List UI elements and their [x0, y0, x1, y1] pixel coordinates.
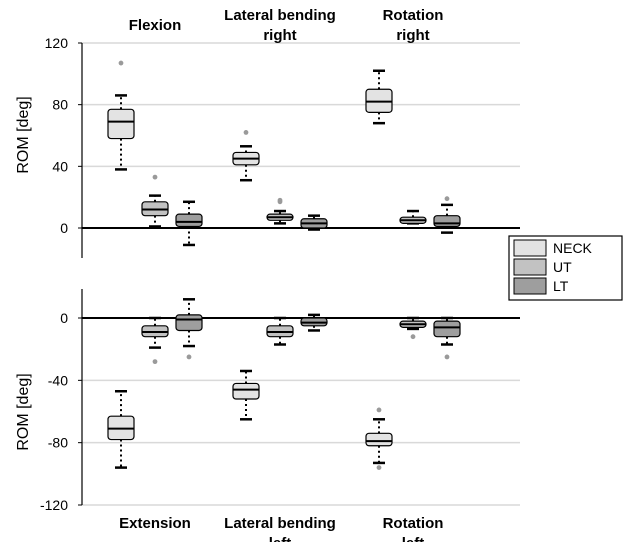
box-lt-2	[433, 196, 461, 234]
box-ut-1	[266, 197, 294, 225]
legend-label: LT	[553, 278, 569, 294]
category-label: Lateral bending right	[224, 7, 336, 44]
y-tick-label: -40	[48, 372, 68, 388]
legend: NECK UT LT	[508, 235, 623, 301]
box-neck-1	[232, 369, 260, 421]
category-label-line: left	[402, 535, 425, 542]
y-tick-label: 0	[60, 220, 68, 236]
category-label-line: right	[263, 27, 296, 44]
category-label-line: Rotation	[383, 515, 444, 532]
box-neck-0	[107, 60, 135, 171]
category-label-line: right	[396, 27, 429, 44]
y-axis-label: ROM [deg]	[15, 96, 32, 173]
box-body	[433, 320, 461, 338]
box-body	[175, 314, 203, 332]
category-label-line: Extension	[119, 515, 191, 532]
y-tick-label: 40	[52, 158, 68, 174]
box-lt-1	[300, 313, 328, 332]
box-body	[365, 432, 393, 447]
y-axis-label: ROM [deg]	[15, 373, 32, 450]
outlier-point	[376, 465, 382, 470]
category-label-line: left	[269, 535, 292, 542]
upper-panel: 0 40 80 120 ROM [deg] Flexion Lateral bending r…	[15, 7, 520, 258]
outlier-point	[444, 354, 450, 360]
y-tick-label: 120	[45, 35, 69, 51]
legend-swatch	[513, 277, 547, 295]
outlier-point	[152, 174, 158, 180]
y-tick-label: -120	[40, 497, 68, 513]
category-label-line: Lateral bending	[224, 515, 336, 532]
legend-swatch	[513, 258, 547, 276]
box-ut-0	[141, 174, 169, 228]
category-label-line: Lateral bending	[224, 7, 336, 24]
box-lt-0	[175, 200, 203, 247]
outlier-point	[118, 60, 124, 66]
box-ut-1	[266, 316, 294, 346]
box-body	[175, 213, 203, 228]
box-body	[232, 382, 260, 400]
box-ut-0	[141, 316, 169, 365]
outlier-point	[444, 196, 450, 202]
box-lt-2	[433, 316, 461, 360]
y-tick-label: -80	[48, 435, 68, 451]
box-neck-2	[365, 407, 393, 470]
legend-label: NECK	[553, 240, 593, 256]
outlier-point	[152, 359, 158, 365]
box-neck-0	[107, 389, 135, 469]
category-label: Flexion	[129, 17, 182, 34]
category-label: Rotation left	[383, 515, 444, 542]
box-ut-2	[399, 316, 427, 340]
box-lt-1	[300, 214, 328, 231]
box-neck-2	[365, 69, 393, 125]
y-tick-label: 0	[60, 310, 68, 326]
category-label: Extension	[119, 515, 191, 532]
box-lt-0	[175, 298, 203, 360]
outlier-point	[410, 334, 416, 340]
box-body	[107, 108, 135, 140]
box-body	[433, 215, 461, 228]
box-ut-2	[399, 209, 427, 225]
category-label-line: Rotation	[383, 7, 444, 24]
outlier-point	[277, 197, 283, 203]
outlier-point	[186, 354, 192, 360]
outlier-point	[376, 407, 382, 413]
box-neck-1	[232, 130, 260, 182]
legend-label: UT	[553, 259, 572, 275]
outlier-point	[243, 130, 249, 135]
category-label: Rotation right	[383, 7, 444, 44]
legend-swatch	[513, 239, 547, 257]
category-label: Lateral bending left	[224, 515, 336, 542]
lower-panel: -120 -80 -40 0 ROM [deg] Extension Lateral ben…	[15, 289, 520, 542]
category-label-line: Flexion	[129, 17, 182, 34]
y-tick-label: 80	[52, 97, 68, 113]
